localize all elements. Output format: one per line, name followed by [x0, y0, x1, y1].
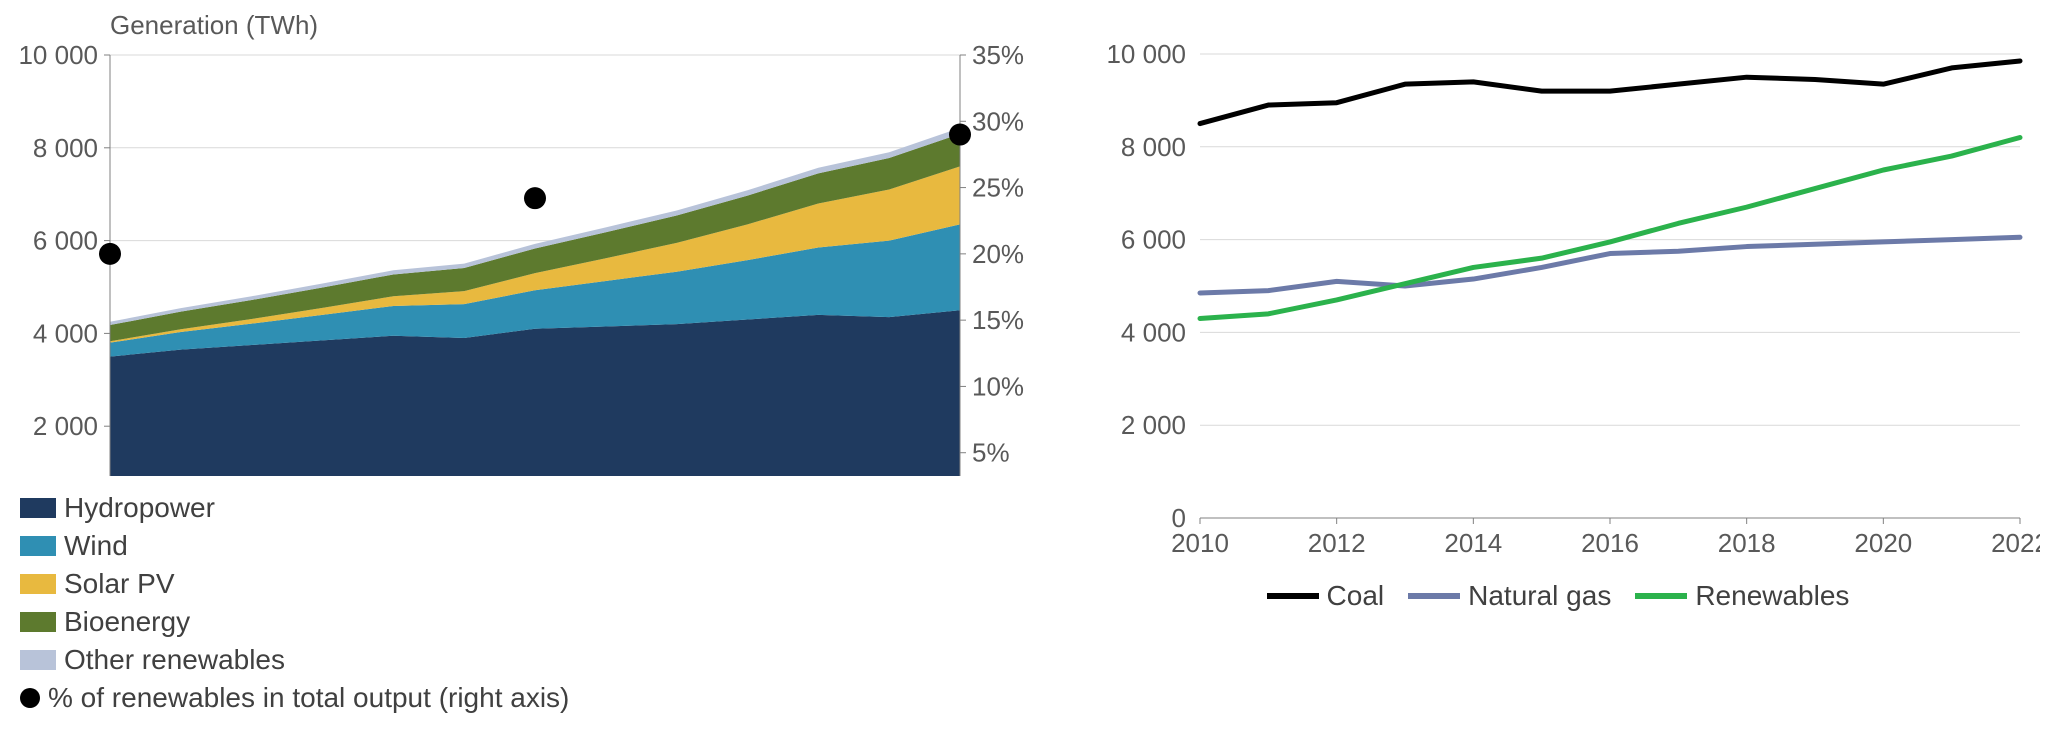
legend-item: Renewables	[1635, 580, 1849, 612]
legend-item: Bioenergy	[20, 606, 612, 638]
svg-text:2020: 2020	[1854, 528, 1912, 558]
svg-text:30%: 30%	[972, 106, 1024, 136]
legend-line-icon	[1267, 593, 1319, 599]
svg-text:15%: 15%	[972, 305, 1024, 335]
legend-line-icon	[1635, 593, 1687, 599]
svg-text:4 000: 4 000	[1121, 317, 1186, 347]
legend-swatch-icon	[20, 650, 56, 670]
legend-swatch-icon	[20, 498, 56, 518]
legend-dot-icon	[20, 688, 40, 708]
legend-swatch-icon	[20, 612, 56, 632]
left-chart-svg: 02 0004 0006 0008 00010 0000%5%10%15%20%…	[20, 45, 1040, 476]
svg-text:2 000: 2 000	[1121, 410, 1186, 440]
legend-label: Solar PV	[64, 568, 175, 600]
legend-item: Natural gas	[1408, 580, 1611, 612]
svg-text:35%: 35%	[972, 45, 1024, 70]
legend-label: Bioenergy	[64, 606, 190, 638]
legend-item: Solar PV	[20, 568, 448, 600]
svg-text:6 000: 6 000	[33, 226, 98, 256]
right-chart-panel: 02 0004 0006 0008 00010 0002010201220142…	[1100, 10, 2040, 720]
left-chart-title: Generation (TWh)	[110, 10, 1040, 41]
legend-label: Coal	[1327, 580, 1385, 612]
legend-item: Other renewables	[20, 644, 448, 676]
legend-label: Other renewables	[64, 644, 285, 676]
svg-text:8 000: 8 000	[33, 133, 98, 163]
svg-text:2012: 2012	[1308, 528, 1366, 558]
legend-item: Hydropower	[20, 492, 448, 524]
legend-label: % of renewables in total output (right a…	[48, 682, 569, 714]
svg-text:4 000: 4 000	[33, 318, 98, 348]
legend-item: Wind	[20, 530, 612, 562]
legend-item: % of renewables in total output (right a…	[20, 682, 612, 714]
svg-text:2022: 2022	[1991, 528, 2040, 558]
legend-label: Natural gas	[1468, 580, 1611, 612]
svg-text:8 000: 8 000	[1121, 132, 1186, 162]
svg-text:2 000: 2 000	[33, 411, 98, 441]
svg-text:10 000: 10 000	[1106, 44, 1186, 69]
left-chart-legend: Hydropower Wind Solar PV Bioenergy Other ren…	[20, 492, 1040, 720]
svg-text:5%: 5%	[972, 438, 1010, 468]
right-chart-svg: 02 0004 0006 0008 00010 0002010201220142…	[1100, 44, 2040, 564]
legend-line-icon	[1408, 593, 1460, 599]
legend-label: Hydropower	[64, 492, 215, 524]
svg-text:25%: 25%	[972, 173, 1024, 203]
legend-item: Coal	[1267, 580, 1385, 612]
svg-text:2016: 2016	[1581, 528, 1639, 558]
svg-text:10%: 10%	[972, 371, 1024, 401]
legend-label: Renewables	[1695, 580, 1849, 612]
svg-text:6 000: 6 000	[1121, 225, 1186, 255]
legend-swatch-icon	[20, 536, 56, 556]
legend-swatch-icon	[20, 574, 56, 594]
right-chart-legend: Coal Natural gas Renewables	[1100, 580, 2040, 618]
svg-text:10 000: 10 000	[20, 45, 98, 70]
svg-text:2014: 2014	[1444, 528, 1502, 558]
legend-label: Wind	[64, 530, 128, 562]
svg-text:20%: 20%	[972, 239, 1024, 269]
svg-text:2010: 2010	[1171, 528, 1229, 558]
svg-text:2018: 2018	[1718, 528, 1776, 558]
left-chart-panel: Generation (TWh) 02 0004 0006 0008 00010…	[20, 10, 1040, 720]
